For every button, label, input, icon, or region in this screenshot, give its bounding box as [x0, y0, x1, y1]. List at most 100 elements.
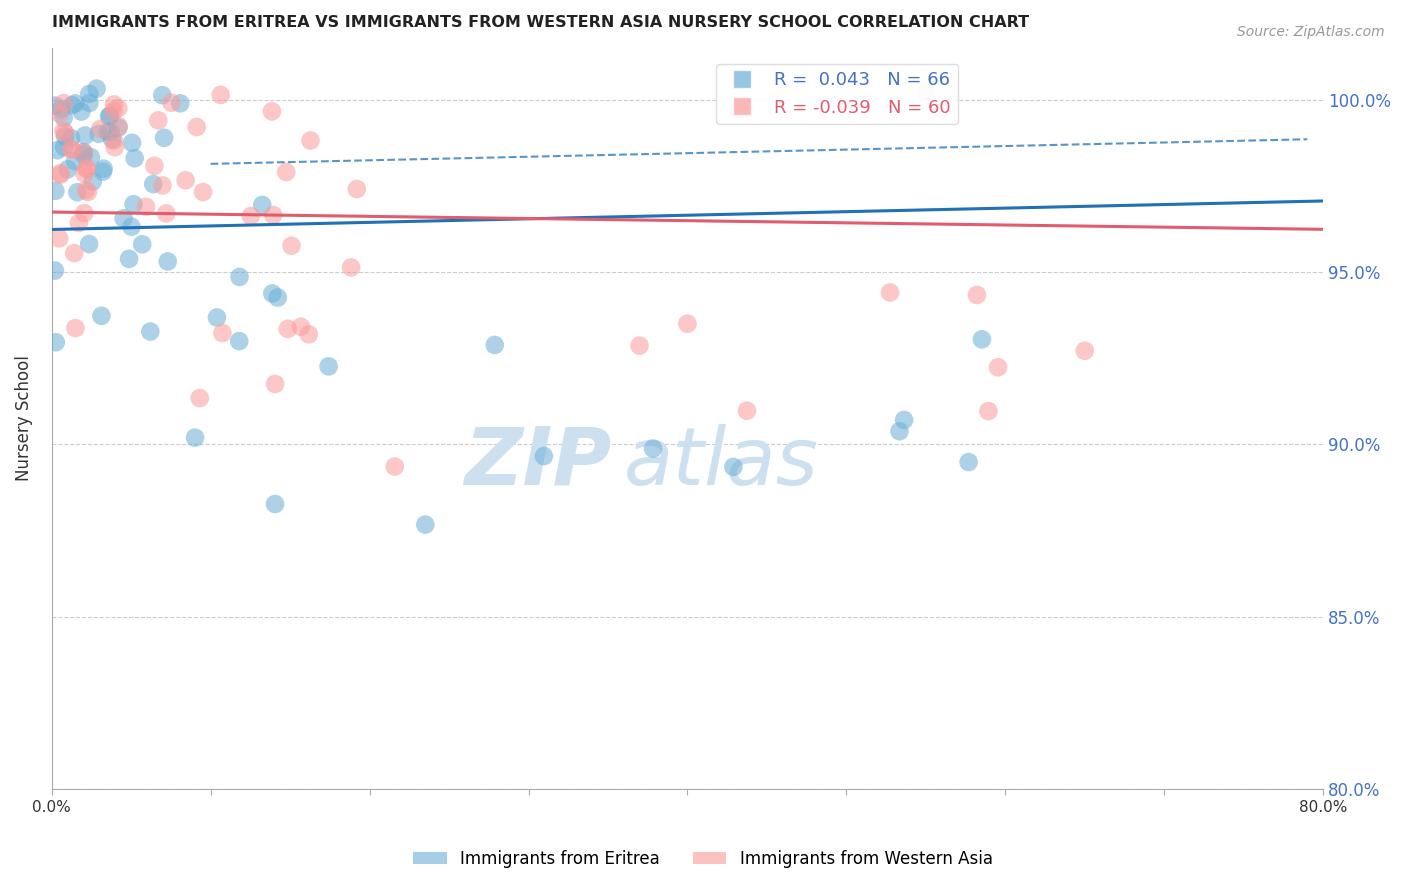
Point: [51, 102, 73, 116]
Point: [66, 186, 89, 200]
Point: [98, 109, 121, 123]
Point: [966, 288, 988, 302]
Point: [914, 86, 936, 100]
Point: [533, 449, 555, 463]
Point: [209, 87, 232, 102]
Point: [228, 269, 250, 284]
Point: [52, 96, 75, 111]
Point: [977, 404, 1000, 418]
Point: [70, 104, 93, 119]
Point: [90, 309, 112, 323]
Point: [628, 338, 651, 352]
Point: [67, 216, 90, 230]
Legend: Immigrants from Eritrea, Immigrants from Western Asia: Immigrants from Eritrea, Immigrants from…: [406, 844, 1000, 875]
Point: [155, 206, 177, 220]
Point: [879, 285, 901, 300]
Point: [169, 96, 191, 111]
Point: [93, 161, 115, 176]
Point: [63, 246, 86, 260]
Point: [65, 321, 87, 335]
Point: [143, 159, 166, 173]
Point: [299, 134, 322, 148]
Point: [970, 332, 993, 346]
Point: [987, 360, 1010, 375]
Point: [77, 87, 100, 101]
Point: [264, 497, 287, 511]
Point: [121, 136, 143, 150]
Point: [1074, 343, 1097, 358]
Point: [56, 162, 79, 177]
Point: [107, 120, 129, 135]
Point: [264, 376, 287, 391]
Point: [121, 219, 143, 234]
Point: [153, 131, 176, 145]
Point: [152, 178, 174, 193]
Point: [75, 183, 97, 197]
Point: [135, 200, 157, 214]
Point: [893, 413, 915, 427]
Point: [889, 424, 911, 438]
Point: [75, 128, 97, 143]
Point: [318, 359, 340, 374]
Point: [53, 140, 76, 154]
Point: [484, 338, 506, 352]
Point: [228, 334, 250, 348]
Point: [46, 143, 69, 157]
Point: [124, 151, 146, 165]
Text: atlas: atlas: [624, 424, 818, 502]
Point: [53, 129, 76, 144]
Point: [91, 164, 114, 178]
Point: [276, 165, 298, 179]
Point: [79, 95, 101, 110]
Point: [139, 325, 162, 339]
Point: [104, 140, 127, 154]
Point: [252, 198, 274, 212]
Point: [49, 166, 72, 180]
Text: IMMIGRANTS FROM ERITREA VS IMMIGRANTS FROM WESTERN ASIA NURSERY SCHOOL CORRELATI: IMMIGRANTS FROM ERITREA VS IMMIGRANTS FR…: [52, 15, 1029, 30]
Point: [280, 238, 302, 252]
Point: [60, 142, 83, 156]
Point: [186, 120, 208, 134]
Point: [676, 317, 699, 331]
Point: [290, 319, 312, 334]
Point: [77, 237, 100, 252]
Point: [188, 391, 211, 405]
Point: [415, 517, 437, 532]
Point: [97, 125, 120, 139]
Point: [63, 154, 86, 169]
Point: [160, 95, 183, 110]
Point: [211, 326, 233, 340]
Point: [89, 122, 111, 136]
Point: [76, 161, 98, 175]
Point: [103, 104, 125, 119]
Point: [86, 81, 108, 95]
Point: [641, 442, 664, 456]
Point: [112, 211, 135, 226]
Text: ZIP: ZIP: [464, 424, 612, 502]
Point: [184, 431, 207, 445]
Point: [277, 322, 299, 336]
Point: [87, 127, 110, 141]
Point: [191, 185, 214, 199]
Point: [72, 145, 94, 160]
Point: [82, 175, 104, 189]
Point: [142, 177, 165, 191]
Point: [73, 206, 96, 220]
Point: [122, 197, 145, 211]
Point: [107, 101, 129, 115]
Point: [44, 184, 66, 198]
Point: [262, 286, 284, 301]
Point: [52, 111, 75, 125]
Point: [148, 113, 170, 128]
Point: [98, 109, 121, 123]
Point: [735, 403, 758, 417]
Point: [75, 162, 97, 177]
Point: [77, 185, 100, 199]
Point: [262, 208, 284, 222]
Point: [60, 131, 83, 145]
Point: [48, 106, 70, 120]
Point: [101, 132, 124, 146]
Point: [45, 335, 67, 350]
Point: [60, 98, 83, 112]
Point: [156, 254, 179, 268]
